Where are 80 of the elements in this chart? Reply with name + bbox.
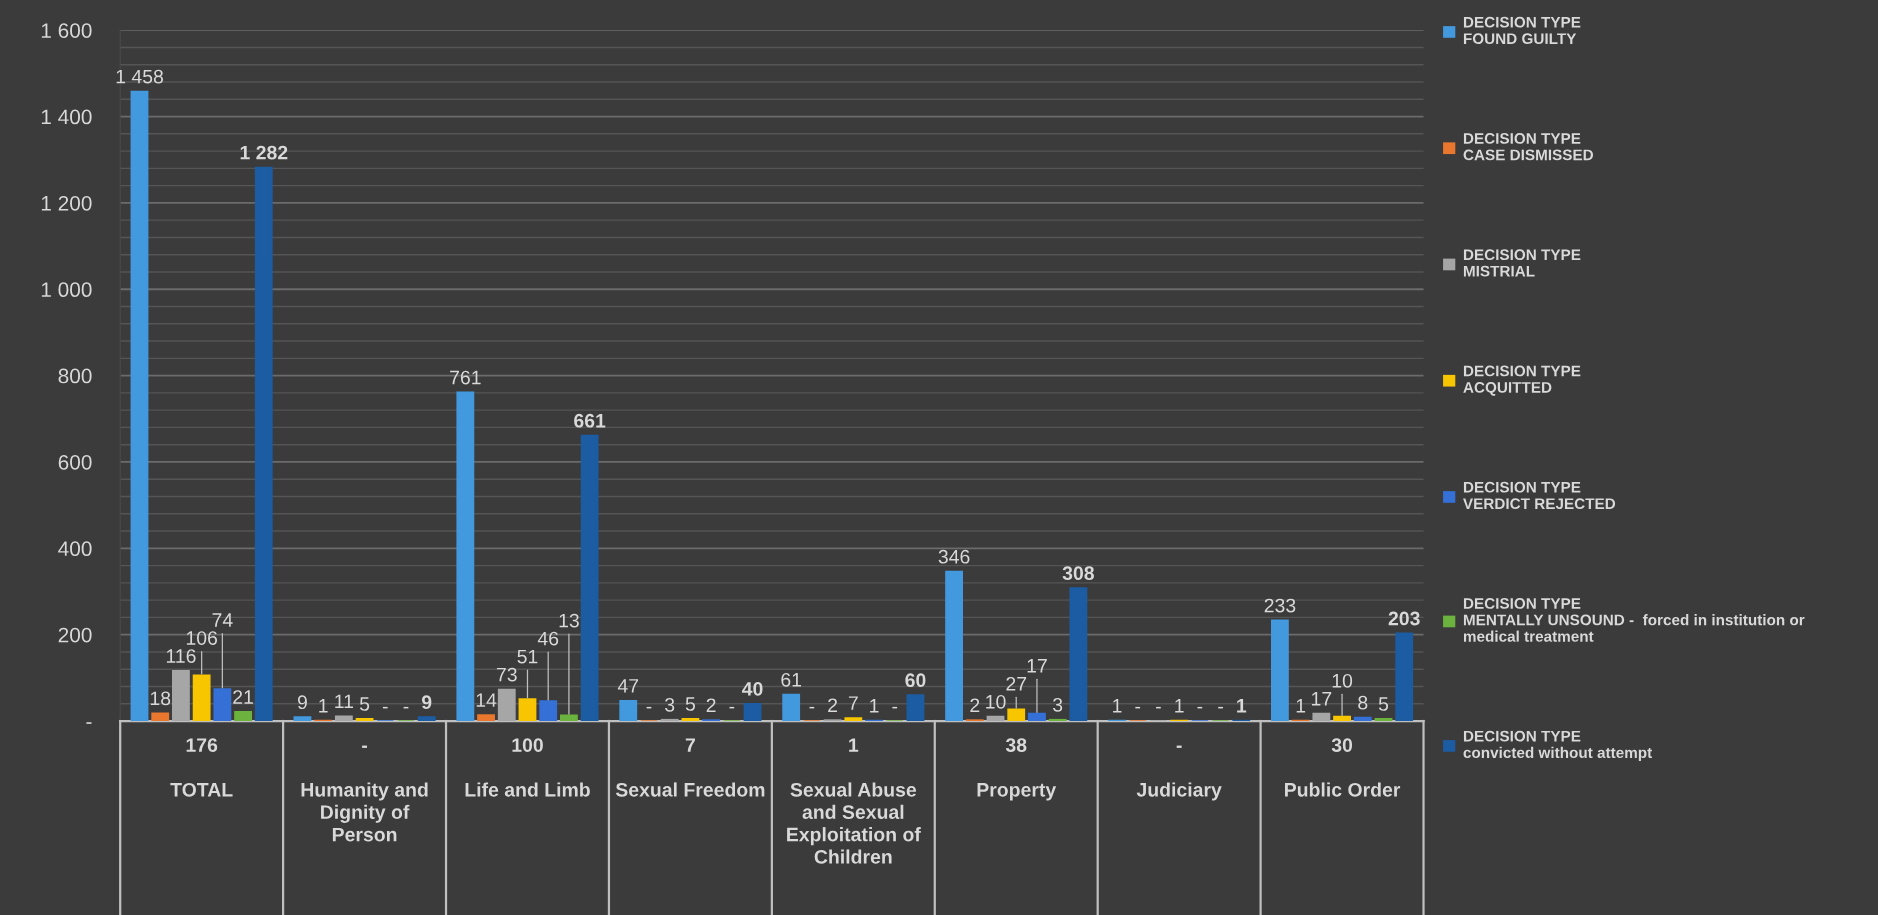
data-label: 1 [1237,699,1247,713]
data-label: 73 [496,667,517,682]
data-label: 761 [450,370,481,385]
data-label: 8 [1358,695,1368,710]
data-label: 17 [1027,659,1047,673]
category-label: 1 Sexual Abuse and Sexual Exploitation of Children [787,738,921,864]
data-label: 5 [1378,697,1389,711]
y-tick-label: 1 000 [41,282,92,298]
y-tick-label: 600 [58,454,92,470]
data-label: 10 [986,694,1006,709]
data-label: 51 [517,649,538,664]
category-label: 176 TOTAL [170,738,233,797]
data-label: - [1218,706,1223,709]
data-label: 2 [706,698,716,712]
legend-label: DECISION TYPE FOUND GUILTY [1463,16,1581,45]
y-tick-label: 1 600 [41,23,92,38]
data-label: - [382,706,388,709]
data-label: - [403,706,409,709]
category-label: 7 Sexual Freedom [615,738,765,797]
data-label: 1 [319,699,328,713]
data-label: 3 [665,697,675,712]
data-label: 203 [1388,611,1420,626]
data-label: 1 [1175,699,1184,713]
data-label: - [1197,706,1203,709]
category-label: 100 Life and Limb [465,738,590,797]
data-label: 1 282 [240,145,288,160]
data-label: 11 [335,694,353,709]
data-label: 1 [870,699,879,713]
legend-label: DECISION TYPE CASE DISMISSED [1463,133,1594,161]
y-tick-label: 800 [58,368,92,384]
data-label: 5 [685,697,695,711]
data-label: 47 [617,679,639,693]
data-label: 1 [1296,699,1306,713]
data-label: 21 [233,690,253,704]
data-label: 2 [828,698,838,712]
data-label: 2 [970,698,980,712]
y-tick-label: 1 400 [41,109,92,125]
data-label: 13 [559,613,579,628]
y-tick-label: 400 [58,541,92,557]
data-label: 9 [297,695,307,710]
y-tick-label: 1 200 [41,195,92,211]
data-label: - [892,706,898,709]
data-label: - [729,706,735,709]
legend-label: DECISION TYPE VERDICT REJECTED [1463,481,1616,510]
data-label: 661 [574,413,606,428]
data-label: - [809,706,815,709]
data-label: 61 [781,672,802,687]
category-label: - Humanity and Dignity of Person [301,745,428,842]
data-label: 233 [1264,598,1296,613]
data-label: 106 [186,631,218,645]
data-label: - [1135,706,1141,709]
data-label: 308 [1062,566,1094,581]
category-label: 30 Public Order [1285,738,1401,797]
data-label: 1 458 [116,69,163,84]
data-label: 40 [742,681,763,696]
category-label: 38 Property [977,738,1057,801]
data-label: 346 [938,549,970,564]
data-label: 27 [1006,676,1027,691]
data-label: 18 [150,691,171,706]
data-label: 5 [359,697,370,711]
data-label: 7 [848,696,858,710]
data-label: 1 [1113,699,1122,713]
data-label: 9 [421,695,432,710]
data-label: - [1156,706,1161,709]
legend-label: DECISION TYPE convicted without attempt [1463,730,1653,762]
legend-label: DECISION TYPE MENTALLY UNSOUND - forced in institution or medical treatment [1463,598,1805,642]
y-tick-label: 200 [58,627,92,643]
data-label: 10 [1332,673,1353,688]
data-label: 46 [537,631,559,646]
data-label: - [646,706,652,709]
legend-label: DECISION TYPE MISTRIAL [1463,249,1581,277]
category-label: - Judiciary [1136,745,1222,801]
data-label: 14 [476,693,497,707]
data-label: 17 [1312,692,1332,706]
legend-label: DECISION TYPE ACQUITTED [1463,365,1581,396]
data-label: 116 [166,649,196,663]
y-tick-label: - [86,722,92,724]
data-label: 60 [905,673,926,688]
data-label: 3 [1052,697,1063,712]
data-label: 74 [212,613,233,627]
